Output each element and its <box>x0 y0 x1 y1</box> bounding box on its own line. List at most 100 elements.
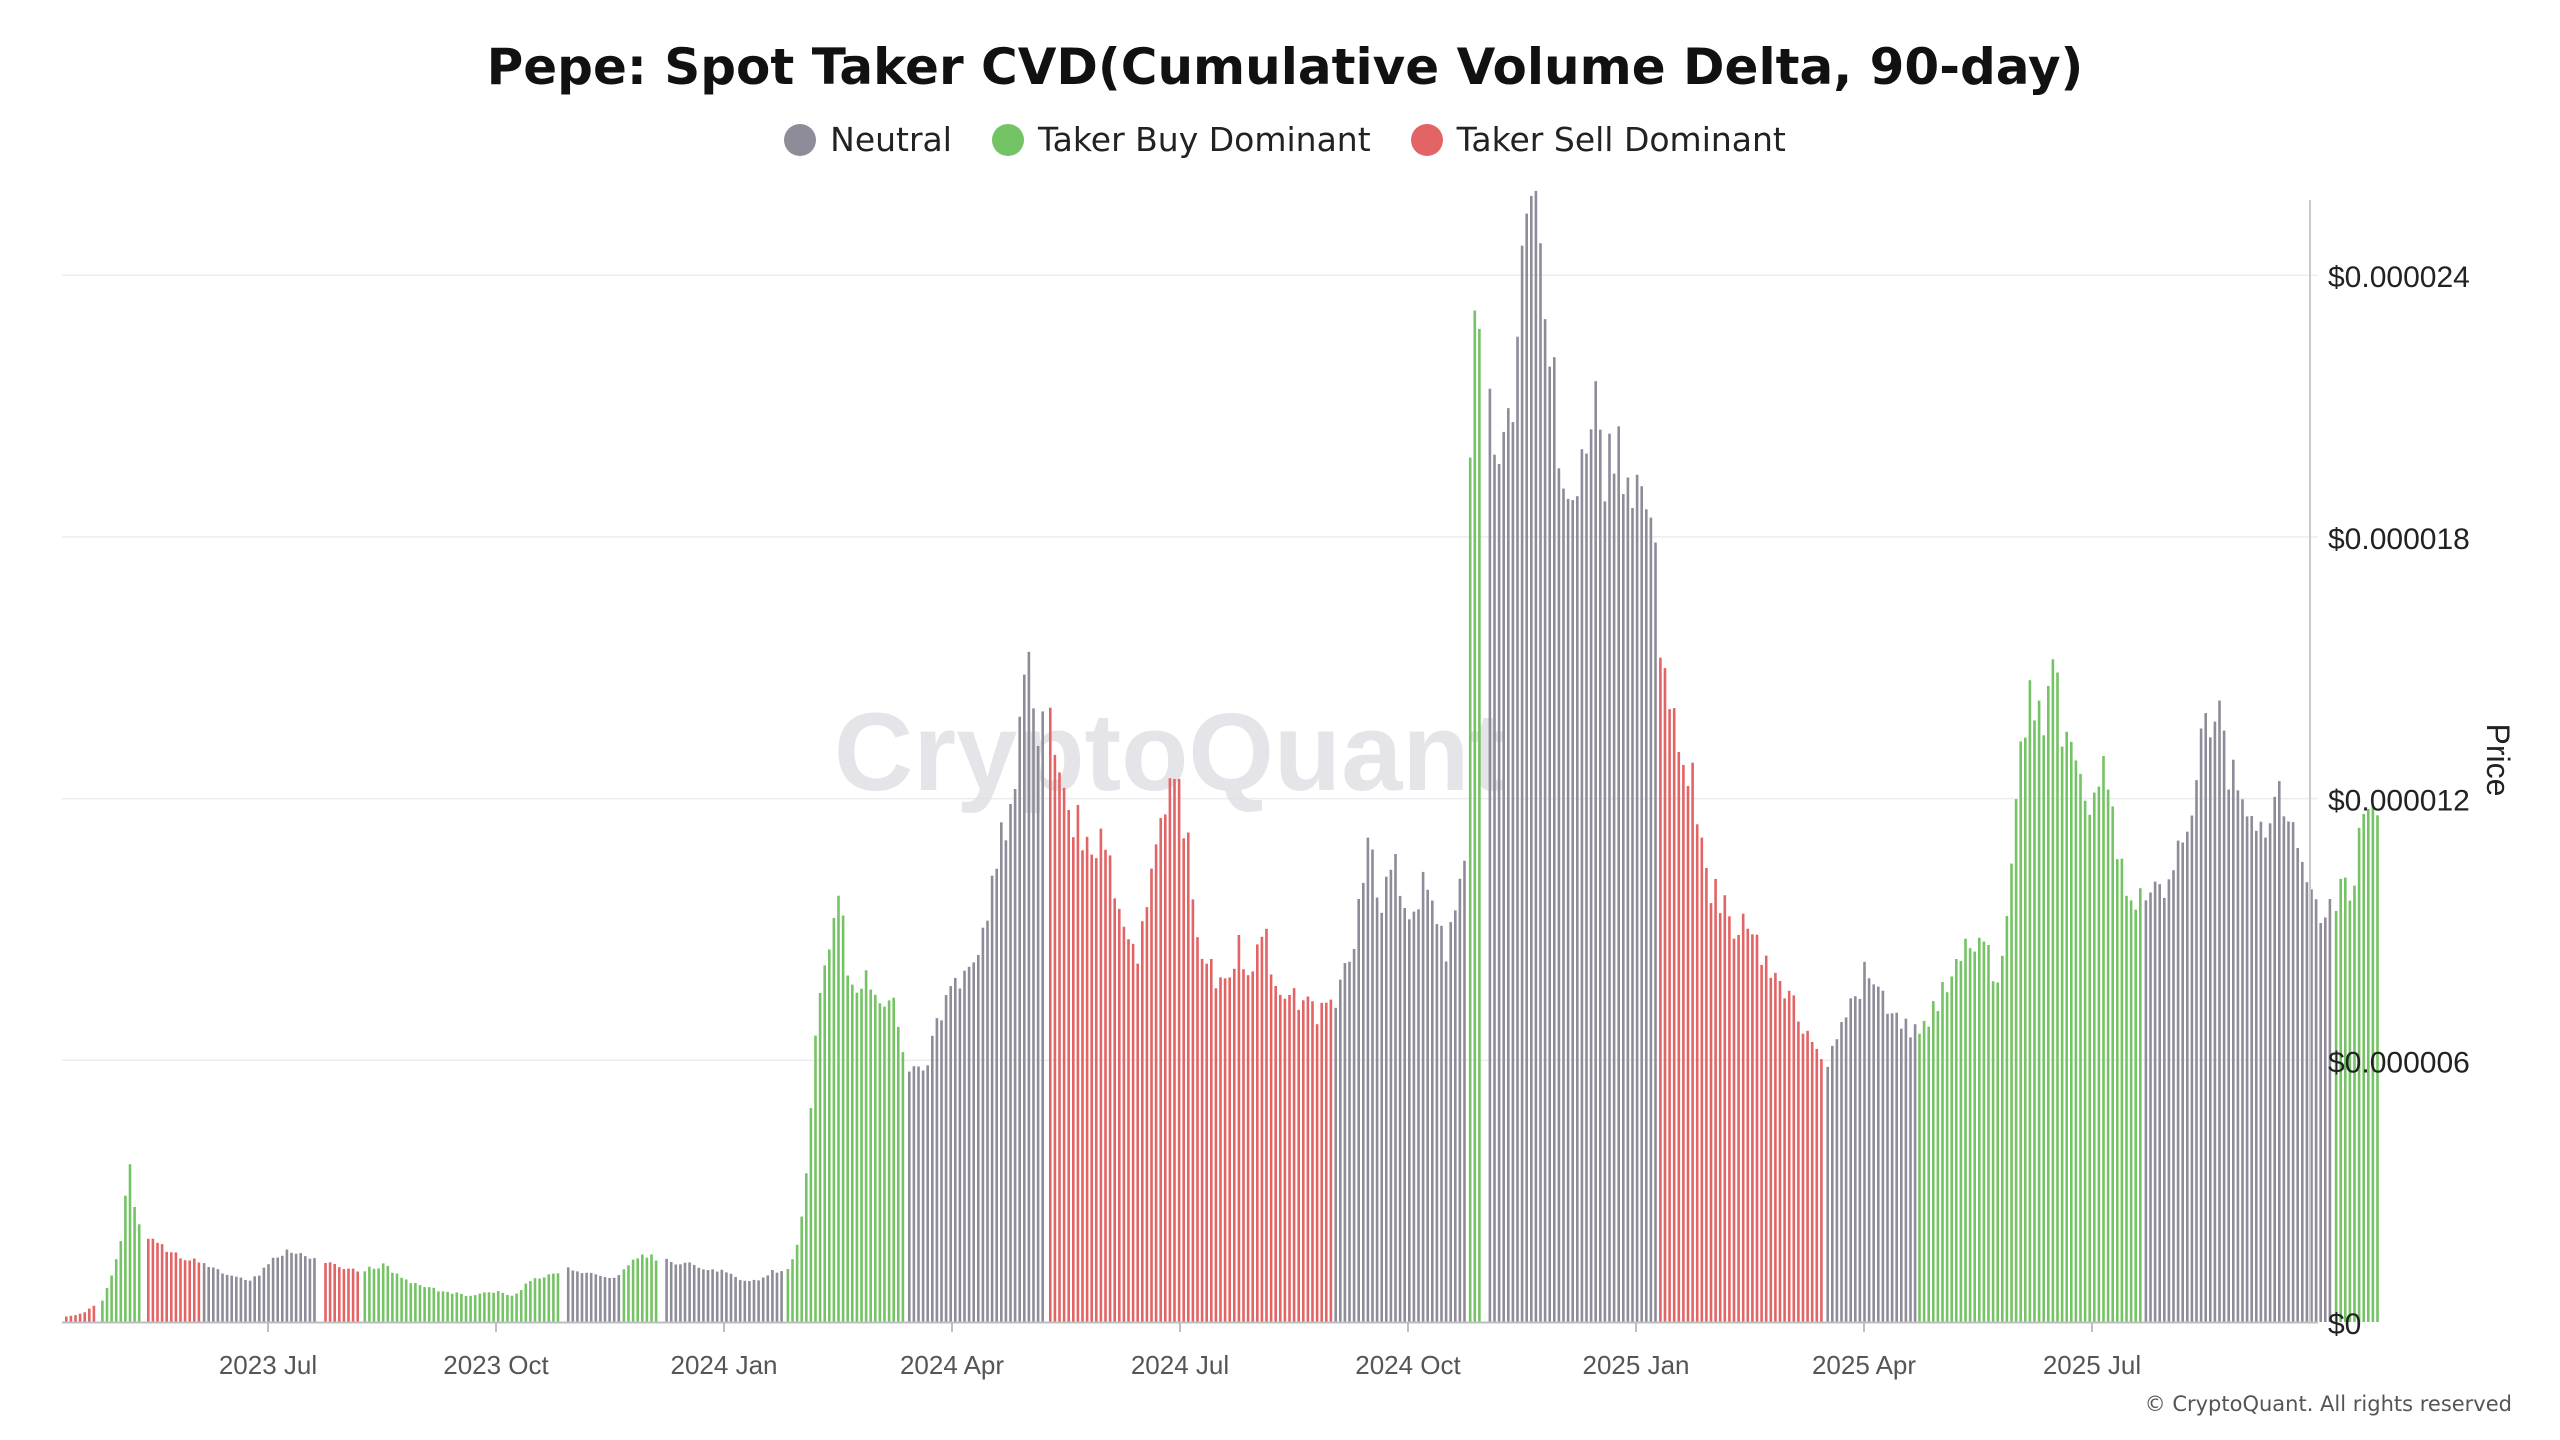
bar-sell <box>1714 878 1717 1322</box>
bar-neutral <box>1854 996 1857 1322</box>
bar-neutral <box>1343 963 1347 1322</box>
bar-sell <box>1053 754 1057 1322</box>
legend-label-neutral: Neutral <box>830 120 952 159</box>
bar-neutral <box>1417 909 1420 1322</box>
bar-buy <box>786 1269 790 1322</box>
bar-neutral <box>2305 882 2309 1322</box>
bar-neutral <box>1886 1013 1889 1322</box>
bar-buy <box>2001 955 2004 1322</box>
bar-buy <box>1941 982 1944 1322</box>
bar-buy <box>381 1263 385 1322</box>
bar-neutral <box>780 1271 783 1322</box>
bar-sell <box>65 1316 68 1322</box>
bar-sell <box>1256 944 1259 1322</box>
bar-neutral <box>1385 876 1388 1322</box>
bar-neutral <box>589 1272 593 1322</box>
bar-sell <box>183 1260 187 1322</box>
bar-neutral <box>1408 919 1411 1322</box>
x-tick-label: 2024 Jan <box>671 1350 778 1380</box>
bar-buy <box>2139 888 2142 1322</box>
bar-buy <box>2056 672 2059 1322</box>
legend-item-taker-buy[interactable]: Taker Buy Dominant <box>991 120 1371 159</box>
bar-neutral <box>1431 900 1434 1322</box>
bar-buy <box>641 1254 644 1322</box>
bar-sell <box>333 1264 336 1322</box>
bar-buy <box>515 1293 518 1322</box>
bar-buy <box>2353 885 2356 1322</box>
bar-buy <box>2344 877 2347 1322</box>
bar-buy <box>2065 731 2068 1322</box>
bar-buy <box>2047 685 2050 1322</box>
bar-neutral <box>571 1270 575 1322</box>
bar-neutral <box>1543 319 1547 1323</box>
bar-sell <box>1801 1033 1805 1322</box>
bar-buy <box>2028 680 2032 1322</box>
bar-neutral <box>2222 730 2226 1322</box>
legend-item-neutral[interactable]: Neutral <box>784 120 952 159</box>
bar-buy <box>368 1266 371 1322</box>
bar-neutral <box>617 1275 621 1322</box>
bar-buy <box>2371 805 2375 1322</box>
bar-buy <box>529 1281 532 1322</box>
bar-neutral <box>2310 889 2313 1322</box>
bar-sell <box>78 1313 82 1322</box>
bar-neutral <box>1608 433 1611 1322</box>
bar-sell <box>1214 988 1218 1322</box>
bar-sell <box>1251 971 1254 1322</box>
bar-neutral <box>1571 500 1574 1323</box>
bar-sell <box>1076 804 1080 1322</box>
bar-neutral <box>1348 961 1351 1322</box>
bar-buy <box>860 988 863 1322</box>
bar-neutral <box>2144 900 2148 1322</box>
x-tick-label: 2025 Jul <box>2043 1350 2141 1380</box>
bar-sell <box>1677 752 1681 1322</box>
bar-neutral <box>285 1249 289 1322</box>
bar-buy <box>400 1277 403 1322</box>
bar-buy <box>1968 948 1972 1322</box>
bar-neutral <box>1493 454 1496 1322</box>
bar-neutral <box>1511 422 1515 1323</box>
bar-buy <box>622 1269 626 1322</box>
bar-neutral <box>734 1277 737 1322</box>
bar-sell <box>1200 958 1204 1322</box>
bar-buy <box>437 1291 440 1322</box>
bar-buy <box>887 1000 891 1322</box>
bar-neutral <box>981 927 985 1322</box>
bar-neutral <box>2324 917 2327 1322</box>
bar-buy <box>2024 737 2027 1322</box>
bar-sell <box>1085 836 1089 1322</box>
bar-sell <box>1279 994 1282 1322</box>
bar-neutral <box>1635 474 1639 1322</box>
bar-sell <box>1136 963 1139 1322</box>
bar-sell <box>1659 657 1662 1322</box>
bar-sell <box>92 1305 96 1322</box>
bar-neutral <box>239 1277 243 1322</box>
bar-sell <box>1700 837 1704 1322</box>
bar-neutral <box>221 1273 224 1322</box>
bar-neutral <box>1352 949 1356 1322</box>
chart-title: Pepe: Spot Taker CVD(Cumulative Volume D… <box>486 38 2084 96</box>
bar-neutral <box>608 1278 611 1322</box>
bar-sell <box>1260 936 1264 1322</box>
bar-buy <box>510 1295 514 1322</box>
bar-buy <box>2134 909 2137 1322</box>
bar-sell <box>1783 998 1786 1322</box>
bar-sell <box>1118 908 1121 1322</box>
bar-sell <box>1062 787 1066 1322</box>
bar-buy <box>2125 895 2128 1322</box>
bar-neutral <box>2213 721 2217 1322</box>
bar-neutral <box>1826 1066 1829 1322</box>
bar-neutral <box>1835 1039 1839 1322</box>
bar-neutral <box>1844 1017 1848 1322</box>
bar-buy <box>2074 760 2078 1322</box>
bar-neutral <box>2218 700 2221 1322</box>
bar-buy <box>2339 878 2342 1322</box>
bar-neutral <box>738 1280 742 1322</box>
bar-sell <box>1695 824 1699 1322</box>
bar-sell <box>160 1244 164 1322</box>
bar-neutral <box>665 1258 668 1322</box>
bar-neutral <box>294 1253 298 1322</box>
bar-sell <box>193 1258 196 1322</box>
legend-item-taker-sell[interactable]: Taker Sell Dominant <box>1410 120 1786 159</box>
bar-sell <box>1187 832 1190 1322</box>
